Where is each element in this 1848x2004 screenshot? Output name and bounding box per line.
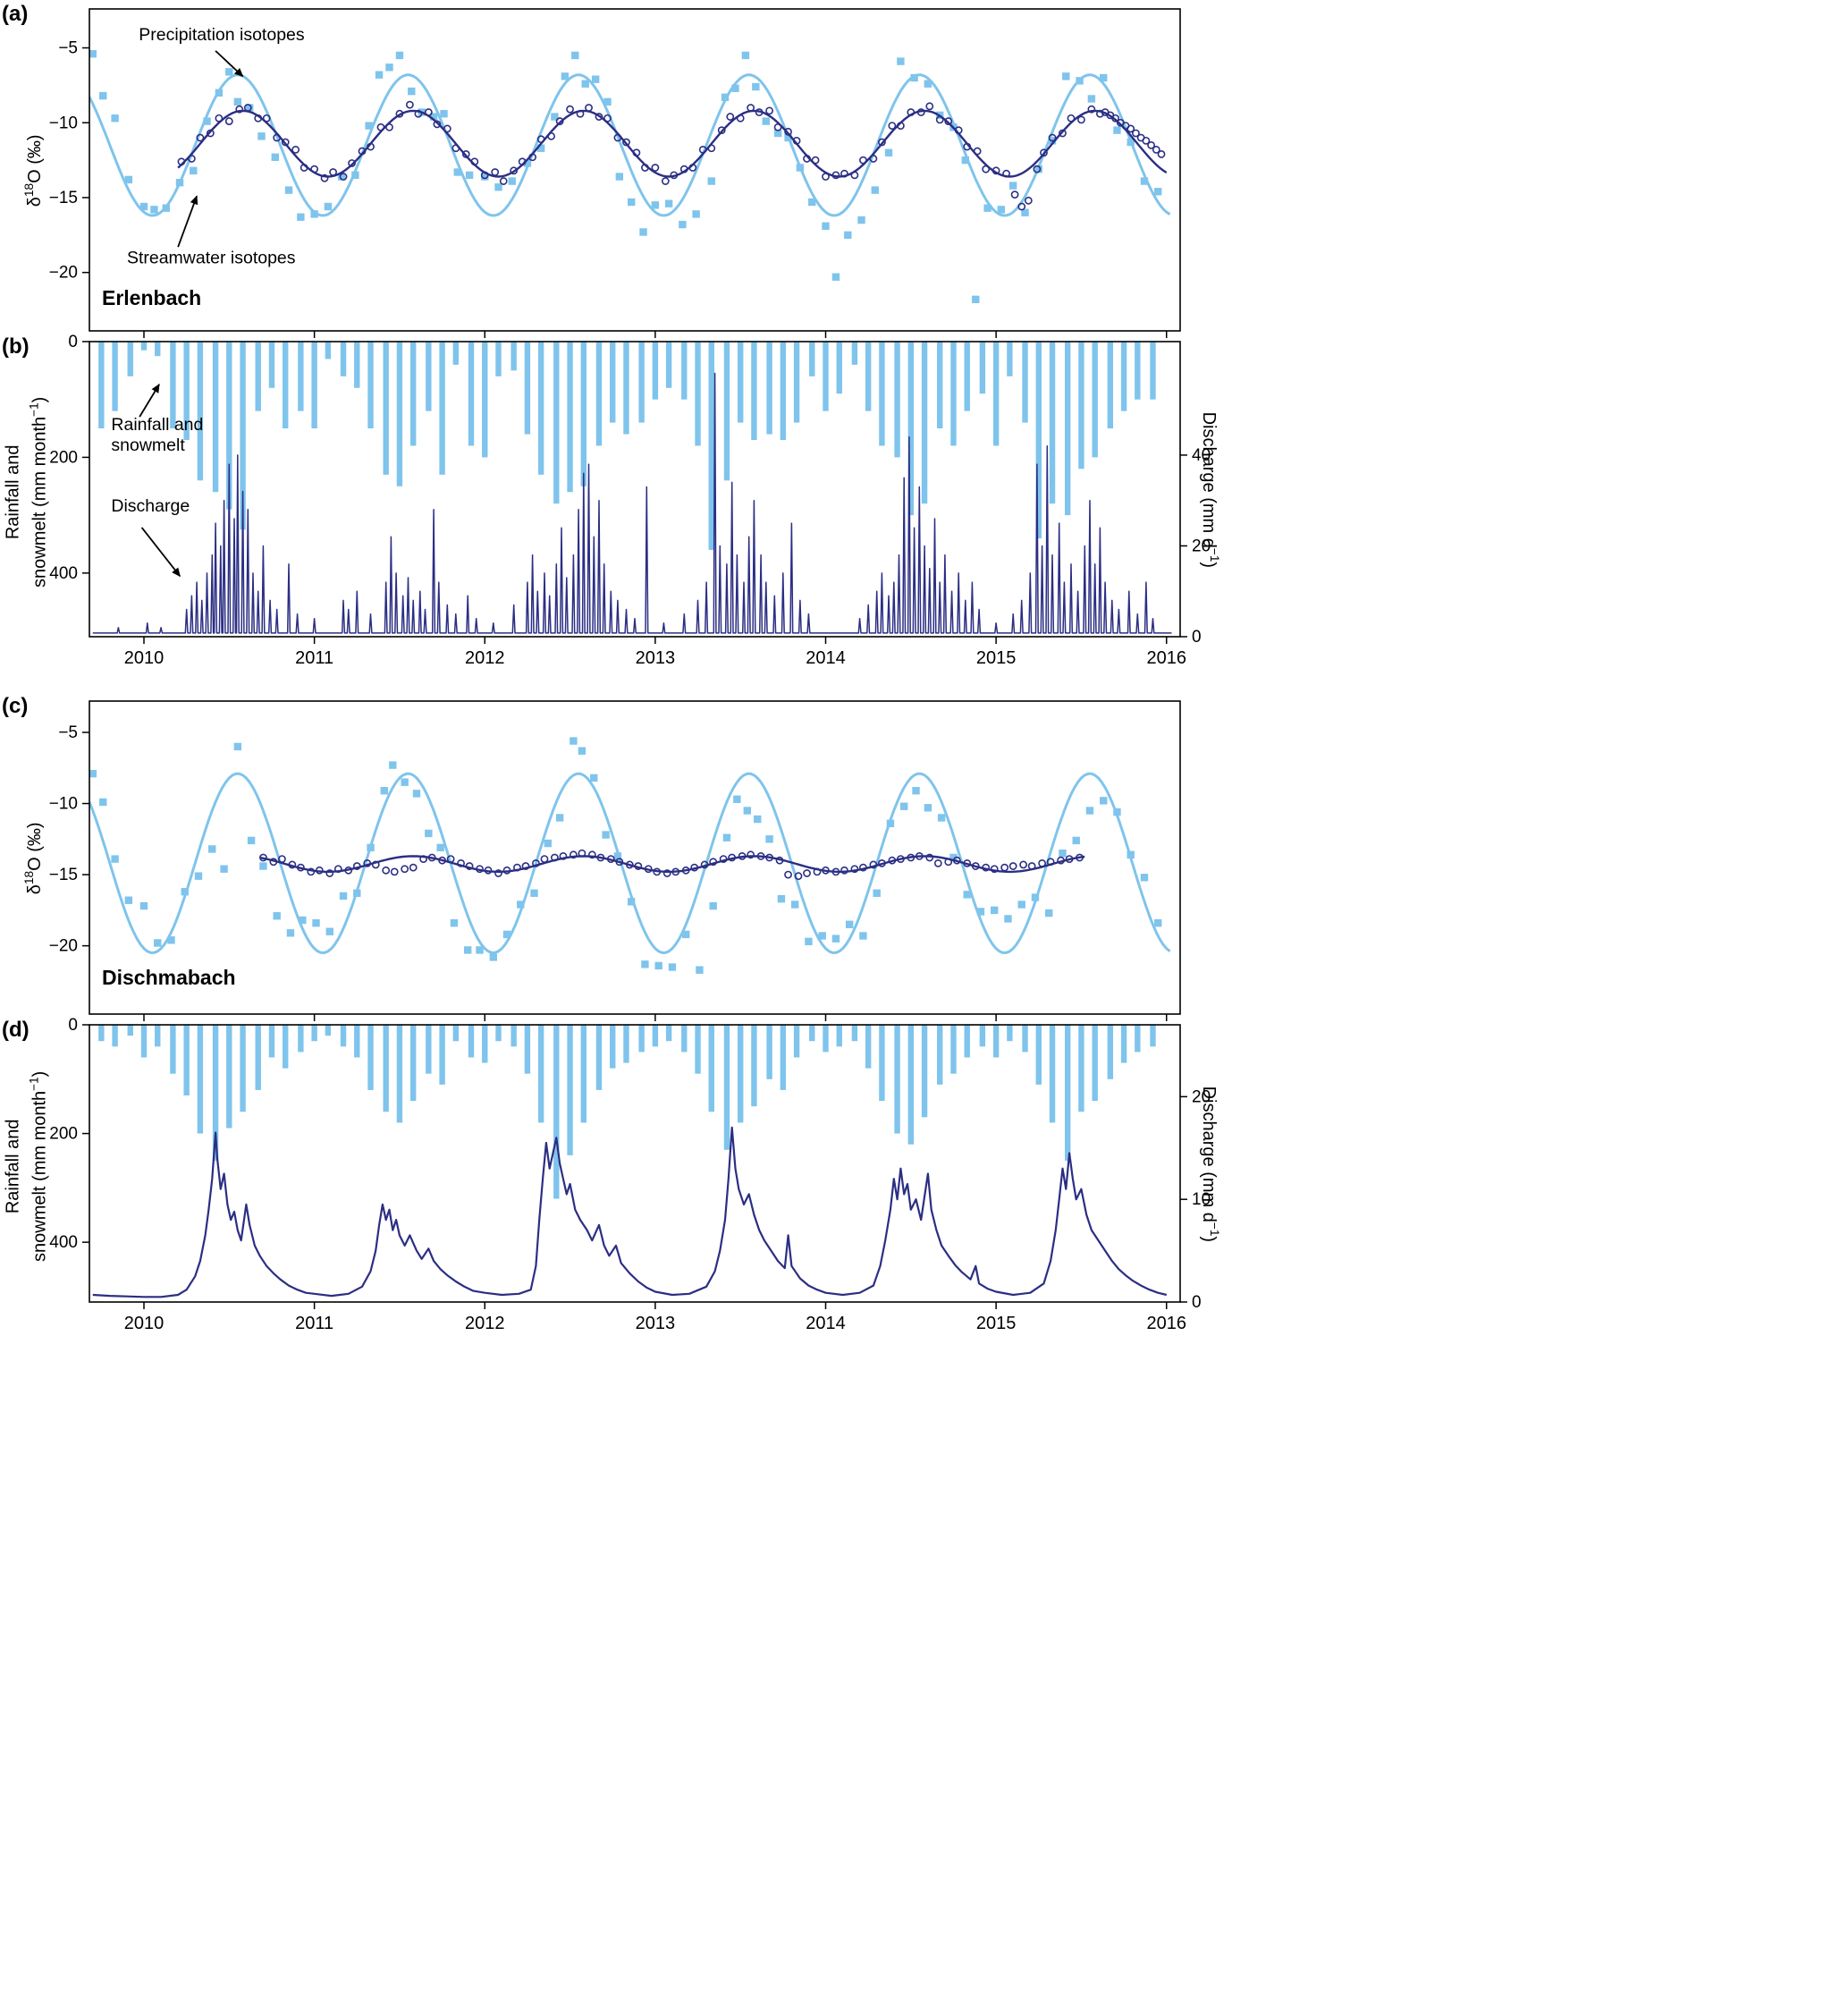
x-tick-label: 2016 bbox=[1147, 648, 1187, 668]
panel-b: 0 200 400 0 20 40 2010 2011 2012 2013 2014 2015 2016… bbox=[49, 333, 1211, 668]
y-tick-label: −5 bbox=[58, 39, 78, 58]
panel-label-b: (b) bbox=[2, 334, 30, 359]
panel-d: 0 200 400 0 10 20 2010 2011 2012 2013 2014 2015 2016 bbox=[49, 1016, 1211, 1333]
rain-tick-label: 0 bbox=[68, 1016, 78, 1035]
annotation-arrow bbox=[215, 50, 244, 78]
annotation-text: Discharge bbox=[111, 496, 190, 516]
y-axis-label-d18o-c: δ18O (‰) bbox=[22, 822, 45, 895]
y-tick-label: −20 bbox=[49, 937, 78, 956]
x-tick-label: 2013 bbox=[636, 648, 676, 668]
rain-tick-label: 400 bbox=[49, 1233, 78, 1252]
x-tick-label: 2011 bbox=[295, 648, 333, 668]
discharge-tick-label: 20 bbox=[1192, 1087, 1211, 1106]
annotation-arrow bbox=[177, 195, 198, 248]
stream-sine-fit-a bbox=[177, 109, 1168, 178]
site-label-erlenbach: Erlenbach bbox=[102, 286, 202, 309]
rain-tick-label: 0 bbox=[68, 333, 78, 351]
x-tick-label: 2014 bbox=[806, 1314, 846, 1333]
x-tick-label: 2015 bbox=[976, 648, 1017, 668]
y-axis-label-d18o-a: δ18O (‰) bbox=[22, 134, 45, 207]
panel-label-d: (d) bbox=[2, 1018, 30, 1042]
y-axis-label-rain-b: Rainfall and snowmelt (mm month−1) bbox=[3, 396, 50, 588]
discharge-tick-label: 10 bbox=[1192, 1190, 1211, 1209]
discharge-line-b bbox=[92, 372, 1172, 634]
y-axis-label-discharge-d: Discharge (mm d−1) bbox=[1199, 1086, 1221, 1243]
rainfall-snowmelt-bars-d bbox=[98, 1025, 1156, 1199]
rain-tick-label: 400 bbox=[49, 564, 78, 583]
precipitation-isotope-points-a bbox=[89, 50, 1162, 304]
panel-label-a: (a) bbox=[2, 2, 29, 26]
annotation-text: snowmelt bbox=[111, 435, 185, 455]
y-tick-label: −15 bbox=[49, 866, 78, 884]
precipitation-isotope-points-c bbox=[89, 737, 1162, 974]
figure-container: −5 −10 −15 −20 Precipitation isotopes Streamw… bbox=[0, 0, 1232, 1336]
discharge-tick-label: 40 bbox=[1192, 446, 1211, 465]
figure-svg: −5 −10 −15 −20 Precipitation isotopes Streamw… bbox=[49, 8, 1211, 1333]
precip-sine-fit-a bbox=[89, 73, 1171, 217]
y-tick-label: −5 bbox=[58, 723, 78, 742]
rainfall-snowmelt-bars-b bbox=[98, 342, 1156, 550]
y-tick-label: −10 bbox=[49, 114, 78, 132]
x-tick-label: 2016 bbox=[1147, 1314, 1187, 1333]
annotation-arrow bbox=[139, 383, 160, 418]
rain-tick-label: 200 bbox=[49, 448, 78, 467]
x-tick-label: 2011 bbox=[295, 1314, 333, 1333]
streamwater-isotope-points-c bbox=[259, 849, 1084, 881]
y-tick-label: −20 bbox=[49, 264, 78, 283]
x-tick-label: 2010 bbox=[124, 1314, 165, 1333]
x-tick-label: 2010 bbox=[124, 648, 165, 668]
annotation-arrow bbox=[140, 527, 181, 578]
rain-tick-label: 200 bbox=[49, 1125, 78, 1144]
site-label-dischmabach: Dischmabach bbox=[102, 966, 236, 989]
x-tick-label: 2013 bbox=[636, 1314, 676, 1333]
panel-a: −5 −10 −15 −20 Precipitation isotopes Streamw… bbox=[49, 8, 1181, 338]
discharge-tick-label: 20 bbox=[1192, 537, 1211, 555]
x-tick-label: 2014 bbox=[806, 648, 846, 668]
annotation-text: Streamwater isotopes bbox=[127, 249, 296, 268]
annotation-text: Rainfall and bbox=[111, 415, 203, 435]
panel-label-c: (c) bbox=[2, 694, 29, 718]
streamwater-isotope-points-a bbox=[177, 100, 1166, 211]
precip-sine-fit-c bbox=[89, 772, 1171, 954]
x-tick-label: 2015 bbox=[976, 1314, 1017, 1333]
y-axis-label-discharge-b: Discharge (mm d−1) bbox=[1199, 411, 1221, 569]
y-tick-label: −15 bbox=[49, 189, 78, 207]
discharge-tick-label: 0 bbox=[1192, 628, 1202, 647]
y-axis-label-rain-d: Rainfall and snowmelt (mm month−1) bbox=[3, 1070, 50, 1262]
x-tick-label: 2012 bbox=[465, 1314, 505, 1333]
discharge-line-d bbox=[92, 1126, 1168, 1298]
y-tick-label: −10 bbox=[49, 795, 78, 814]
panel-c: −5 −10 −15 −20 bbox=[49, 700, 1181, 1021]
annotation-text: Precipitation isotopes bbox=[139, 25, 305, 45]
x-tick-label: 2012 bbox=[465, 648, 505, 668]
discharge-tick-label: 0 bbox=[1192, 1293, 1202, 1312]
